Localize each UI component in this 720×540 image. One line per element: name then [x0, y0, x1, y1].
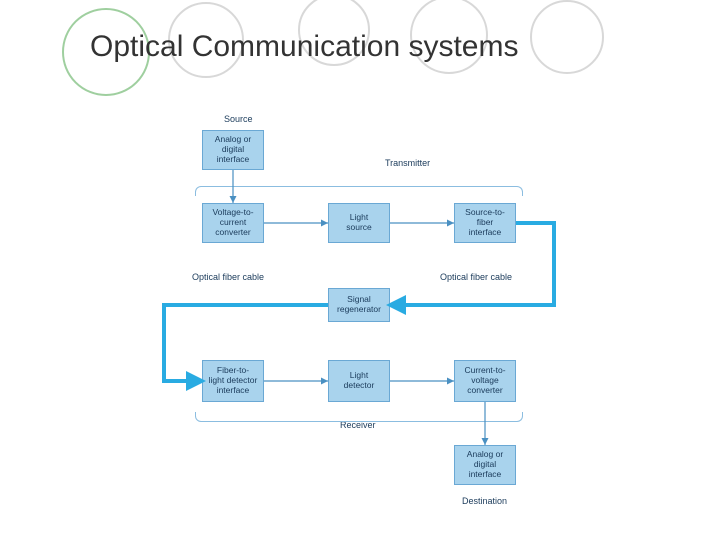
label-cable-right: Optical fiber cable — [440, 272, 512, 282]
block-fiber2det: Fiber-to- light detector interface — [202, 360, 264, 402]
bracket-receiver — [195, 412, 523, 422]
block-regen: Signal regenerator — [328, 288, 390, 322]
diagram-canvas: Source Transmitter Optical fiber cable O… — [140, 100, 580, 520]
label-destination: Destination — [462, 496, 507, 506]
block-v2i: Voltage-to- current converter — [202, 203, 264, 243]
label-cable-left: Optical fiber cable — [192, 272, 264, 282]
bracket-transmitter — [195, 186, 523, 196]
block-lightsrc: Light source — [328, 203, 390, 243]
page-title: Optical Communication systems — [90, 30, 518, 64]
block-analog-in: Analog or digital interface — [202, 130, 264, 170]
block-lightdet: Light detector — [328, 360, 390, 402]
deco-circle — [530, 0, 604, 74]
block-src2fiber: Source-to- fiber interface — [454, 203, 516, 243]
label-source: Source — [224, 114, 253, 124]
block-i2v: Current-to- voltage converter — [454, 360, 516, 402]
block-analog-out: Analog or digital interface — [454, 445, 516, 485]
label-transmitter: Transmitter — [385, 158, 430, 168]
